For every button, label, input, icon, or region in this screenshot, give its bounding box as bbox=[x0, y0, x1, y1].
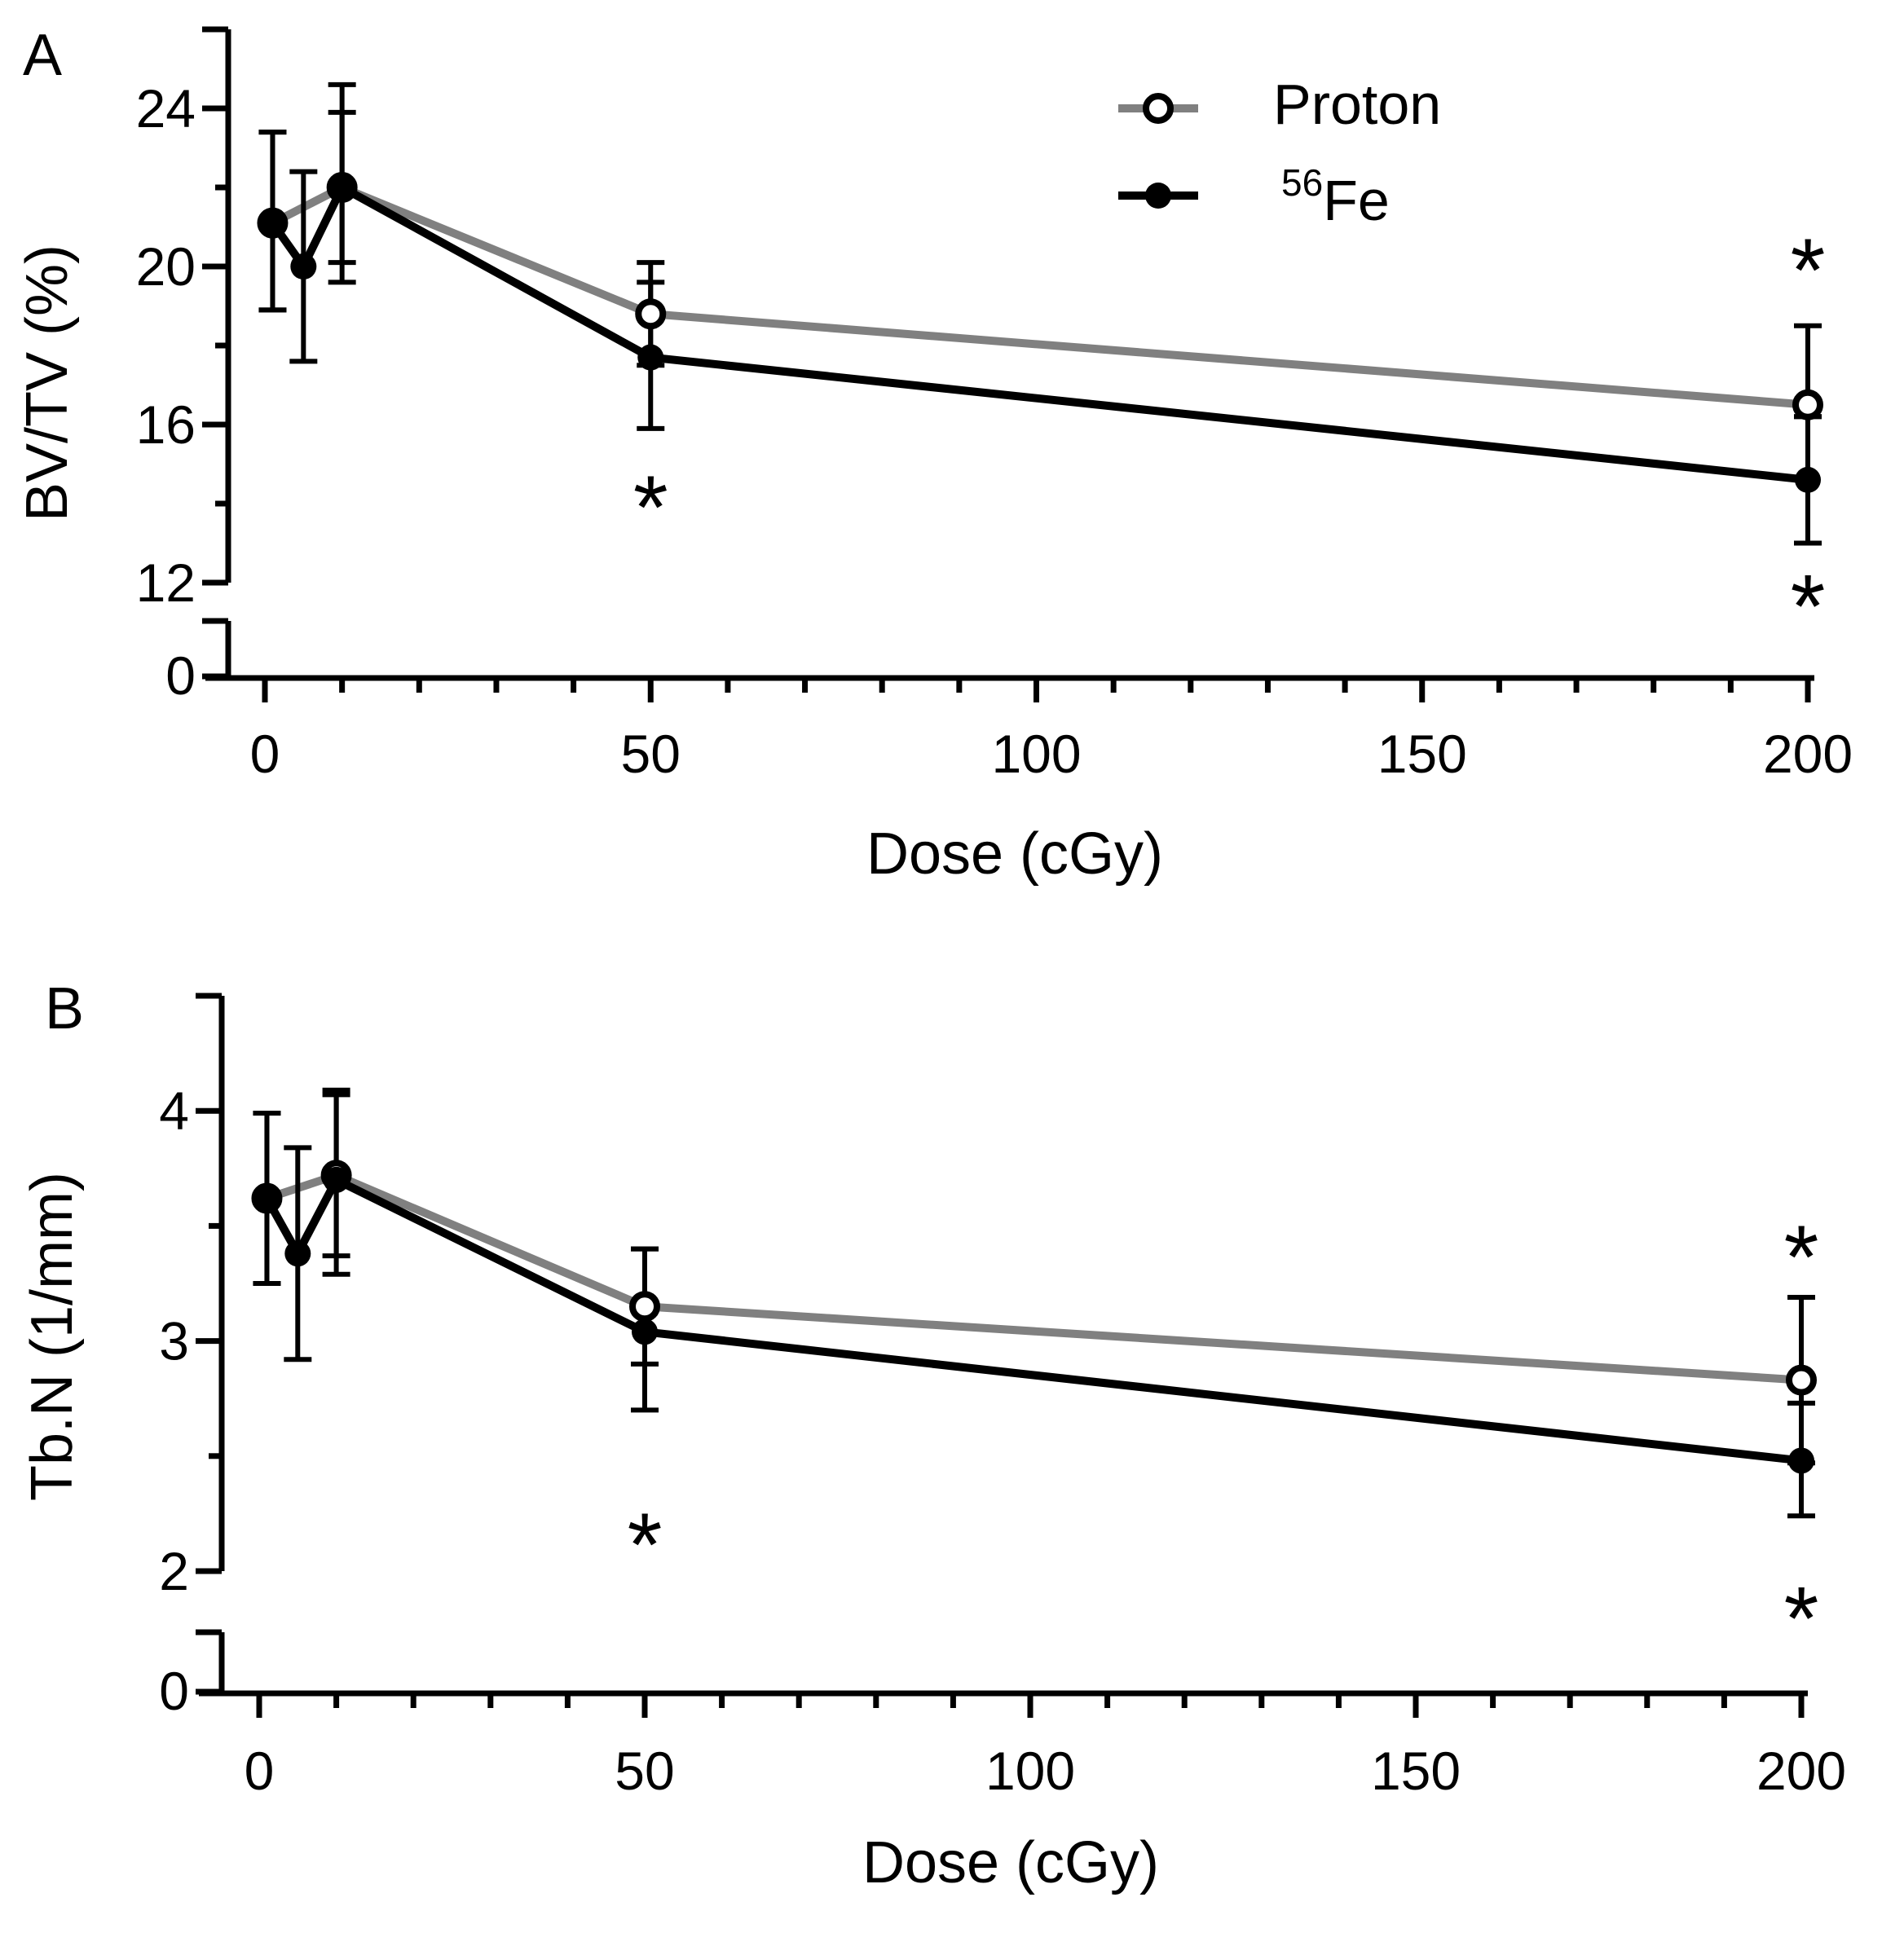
fe-series-line bbox=[263, 1175, 1802, 1465]
x-tick-label: 100 bbox=[991, 724, 1081, 784]
legend-fe-marker bbox=[1145, 183, 1171, 209]
legend-proton-marker bbox=[1143, 93, 1174, 124]
proton-data-point bbox=[635, 298, 667, 330]
panel-b-label: B bbox=[45, 976, 84, 1041]
significance-star: * bbox=[1791, 557, 1826, 657]
y-tick-label: 20 bbox=[136, 236, 196, 297]
y-tick-label: 3 bbox=[159, 1311, 189, 1371]
legend-fe-element: Fe bbox=[1323, 169, 1390, 232]
fe-data-point bbox=[253, 1185, 280, 1212]
fe-data-point bbox=[323, 1166, 350, 1193]
proton-series-line bbox=[265, 1171, 1802, 1385]
fe-series-line bbox=[269, 183, 1809, 484]
fe-data-point bbox=[290, 253, 317, 280]
fe-data-point bbox=[284, 1240, 311, 1267]
panel-a: A BV/TV (%) Dose (cGy) Proton 56Fe 24 20 1… bbox=[15, 23, 1853, 887]
proton-data-point bbox=[629, 1291, 660, 1323]
panel-b-y-axis-title: Tb.N (1/mm) bbox=[20, 1172, 85, 1501]
x-tick-label: 0 bbox=[245, 1741, 275, 1801]
fe-data-point bbox=[637, 344, 664, 371]
proton-data-point bbox=[1786, 1364, 1817, 1396]
panel-a-y-axis-title: BV/TV (%) bbox=[15, 244, 80, 522]
y-tick-label: 12 bbox=[136, 552, 196, 613]
y-tick-label: 4 bbox=[159, 1081, 189, 1141]
fe-data-point bbox=[1788, 1447, 1814, 1474]
y-tick-label: 24 bbox=[136, 78, 196, 139]
x-tick-label: 50 bbox=[615, 1741, 674, 1801]
legend-fe-superscript: 56 bbox=[1281, 161, 1323, 204]
y-tick-label: 0 bbox=[159, 1661, 189, 1721]
x-tick-label: 150 bbox=[1371, 1741, 1461, 1801]
legend: Proton 56Fe bbox=[1118, 73, 1441, 232]
legend-proton-label: Proton bbox=[1273, 73, 1441, 136]
proton-data-point bbox=[1792, 389, 1823, 420]
legend-fe-label: 56Fe bbox=[1281, 161, 1390, 232]
x-tick-label: 200 bbox=[1763, 724, 1853, 784]
x-tick-label: 0 bbox=[250, 724, 280, 784]
y-tick-label: 16 bbox=[136, 394, 196, 455]
panel-b-x-axis-title: Dose (cGy) bbox=[862, 1830, 1159, 1895]
significance-star: * bbox=[1791, 221, 1826, 321]
fe-data-point bbox=[632, 1318, 658, 1345]
panel-a-x-axis-title: Dose (cGy) bbox=[866, 821, 1163, 887]
x-tick-label: 100 bbox=[985, 1741, 1075, 1801]
significance-star: * bbox=[1784, 1569, 1819, 1669]
fe-data-point bbox=[328, 174, 355, 200]
significance-star: * bbox=[628, 1495, 663, 1596]
fe-data-point bbox=[259, 209, 286, 236]
y-tick-label: 0 bbox=[165, 645, 196, 706]
x-tick-label: 150 bbox=[1377, 724, 1467, 784]
proton-series-line bbox=[271, 183, 1809, 409]
fe-data-point bbox=[1795, 466, 1821, 493]
significance-star: * bbox=[1784, 1208, 1819, 1308]
panel-a-label: A bbox=[23, 23, 62, 88]
y-tick-label: 2 bbox=[159, 1541, 189, 1601]
x-tick-label: 50 bbox=[621, 724, 681, 784]
significance-star: * bbox=[633, 458, 668, 558]
x-tick-label: 200 bbox=[1756, 1741, 1846, 1801]
